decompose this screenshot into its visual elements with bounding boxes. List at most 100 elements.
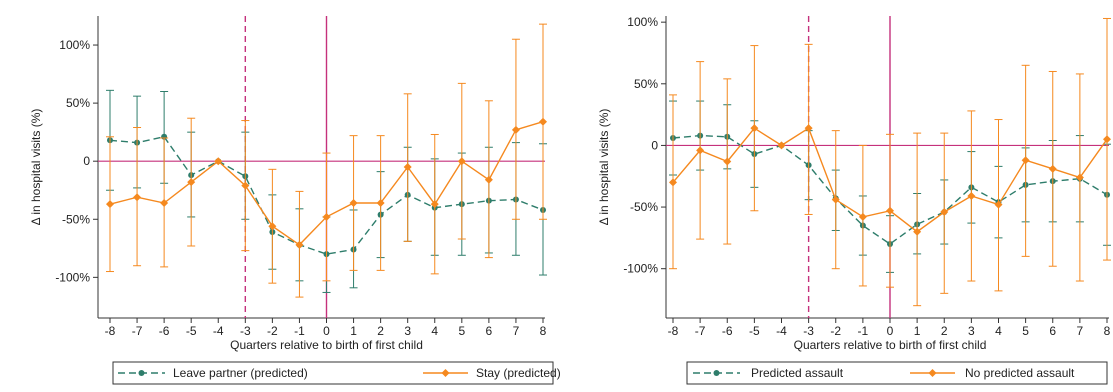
x-tick-label: 8 bbox=[1104, 324, 1111, 338]
y-tick-label: 50% bbox=[634, 77, 658, 91]
x-tick-label: 6 bbox=[486, 324, 493, 338]
data-point bbox=[539, 117, 547, 126]
x-tick-label: -4 bbox=[213, 324, 224, 338]
y-tick-label: 0 bbox=[83, 154, 90, 168]
data-point bbox=[322, 212, 331, 221]
data-point bbox=[1075, 173, 1084, 182]
x-tick-label: -6 bbox=[159, 324, 170, 338]
x-tick-label: -6 bbox=[722, 324, 733, 338]
series-line bbox=[672, 134, 1108, 245]
x-tick-label: -7 bbox=[695, 324, 706, 338]
legend-marker bbox=[928, 369, 937, 377]
legend: Predicted assault No predicted assault bbox=[686, 361, 1108, 385]
data-point bbox=[295, 240, 304, 249]
data-point bbox=[403, 163, 412, 171]
x-tick-label: -2 bbox=[267, 324, 278, 338]
plot-area: 100% 50% 0 -50% -100% -8 -7 -6 -5 -4 -3 -2 -1 0 1 2 3 4 5 6… bbox=[623, 15, 1111, 338]
x-tick-label: -2 bbox=[830, 324, 841, 338]
x-tick-label: 5 bbox=[458, 324, 465, 338]
y-tick-label: 100% bbox=[59, 38, 90, 52]
data-point bbox=[511, 125, 520, 134]
legend-box bbox=[112, 361, 554, 385]
x-tick-label: -1 bbox=[858, 324, 869, 338]
x-tick-label: -8 bbox=[668, 324, 679, 338]
data-point bbox=[723, 157, 732, 166]
data-point bbox=[1103, 135, 1111, 144]
y-axis-title: Δ in hospital visits (%) bbox=[29, 109, 43, 226]
x-tick-label: 0 bbox=[887, 324, 894, 338]
series-line bbox=[109, 136, 544, 255]
legend-label: Stay (predicted) bbox=[476, 366, 561, 380]
x-tick-label: -7 bbox=[132, 324, 143, 338]
data-point bbox=[750, 124, 759, 133]
right-panel: 100% 50% 0 -50% -100% -8 -7 -6 -5 -4 -3 -2 -1 0 1 2 3 4 5 6… bbox=[597, 15, 1111, 385]
data-point bbox=[106, 200, 114, 209]
data-point bbox=[187, 178, 196, 187]
x-tick-label: 7 bbox=[513, 324, 520, 338]
data-point bbox=[241, 181, 250, 190]
legend-item-no-predicted-assault: No predicted assault bbox=[910, 366, 1075, 380]
x-tick-label: 0 bbox=[323, 324, 330, 338]
x-tick-label: -1 bbox=[294, 324, 305, 338]
left-panel: 100% 50% 0 -50% -100% -8 -7 -6 -5 -4 -3 -2 -1 0 1 2 3 4 5 6… bbox=[29, 16, 561, 385]
data-point bbox=[913, 227, 922, 236]
x-tick-label: -5 bbox=[186, 324, 197, 338]
data-point bbox=[214, 157, 223, 166]
data-point bbox=[940, 207, 949, 216]
data-point bbox=[696, 146, 705, 155]
x-tick-label: -3 bbox=[803, 324, 814, 338]
data-point bbox=[160, 199, 169, 208]
legend-marker bbox=[441, 369, 450, 377]
legend-label: Predicted assault bbox=[751, 366, 844, 380]
x-tick-label: 8 bbox=[540, 324, 547, 338]
data-point bbox=[268, 222, 277, 231]
x-tick-label: 3 bbox=[404, 324, 411, 338]
x-tick-label: 1 bbox=[914, 324, 921, 338]
x-tick-label: 1 bbox=[350, 324, 357, 338]
x-tick-label: 2 bbox=[377, 324, 384, 338]
legend-label: No predicted assault bbox=[965, 366, 1075, 380]
y-tick-label: 100% bbox=[627, 15, 658, 29]
x-tick-label: 6 bbox=[1049, 324, 1056, 338]
x-tick-label: 5 bbox=[1022, 324, 1029, 338]
data-point bbox=[858, 212, 867, 221]
legend-label: Leave partner (predicted) bbox=[173, 366, 308, 380]
x-axis-title: Quarters relative to birth of first chil… bbox=[230, 338, 423, 352]
x-tick-label: -8 bbox=[105, 324, 116, 338]
data-point bbox=[777, 141, 786, 150]
data-point bbox=[804, 124, 813, 133]
x-tick-label: 4 bbox=[995, 324, 1002, 338]
y-tick-label: -50% bbox=[62, 212, 90, 226]
legend-marker bbox=[138, 370, 145, 376]
plot-area: 100% 50% 0 -50% -100% -8 -7 -6 -5 -4 -3 -2 -1 0 1 2 3 4 5 6… bbox=[55, 16, 547, 338]
y-tick-label: -50% bbox=[630, 200, 658, 214]
x-tick-label: -5 bbox=[749, 324, 760, 338]
y-tick-label: 50% bbox=[66, 96, 90, 110]
y-axis-title: Δ in hospital visits (%) bbox=[597, 109, 611, 226]
data-point bbox=[430, 200, 439, 209]
x-axis-title: Quarters relative to birth of first chil… bbox=[794, 338, 987, 352]
x-tick-label: 7 bbox=[1077, 324, 1084, 338]
legend-item-leave-partner: Leave partner (predicted) bbox=[118, 366, 308, 380]
y-tick-label: 0 bbox=[651, 138, 658, 152]
data-point bbox=[669, 178, 677, 187]
x-tick-label: -4 bbox=[776, 324, 787, 338]
data-point bbox=[349, 199, 358, 208]
legend-box bbox=[686, 361, 1108, 385]
y-tick-label: -100% bbox=[55, 270, 90, 284]
x-tick-label: -3 bbox=[240, 324, 251, 338]
x-tick-label: 4 bbox=[431, 324, 438, 338]
data-point bbox=[994, 200, 1003, 209]
data-point bbox=[967, 191, 976, 200]
legend-item-predicted-assault: Predicted assault bbox=[693, 366, 844, 380]
legend: Leave partner (predicted) Stay (predicte… bbox=[112, 361, 561, 385]
data-point bbox=[376, 199, 385, 208]
data-point bbox=[831, 195, 840, 204]
legend-item-stay: Stay (predicted) bbox=[423, 366, 561, 380]
x-tick-label: 3 bbox=[968, 324, 975, 338]
y-tick-label: -100% bbox=[623, 262, 658, 276]
data-point bbox=[457, 157, 466, 166]
data-point bbox=[1048, 164, 1057, 173]
data-point bbox=[1021, 156, 1030, 165]
